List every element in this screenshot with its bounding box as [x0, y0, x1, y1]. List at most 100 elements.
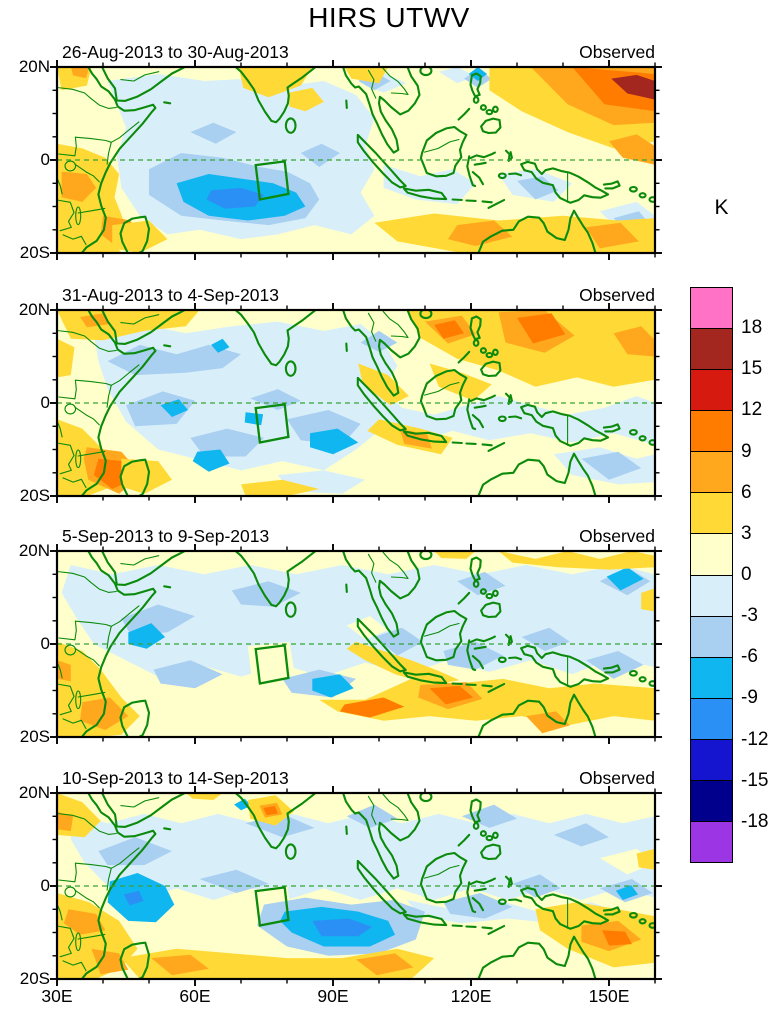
anomaly-contour-fill — [231, 581, 301, 607]
coastline — [469, 877, 496, 886]
coastline — [477, 209, 597, 253]
border-line — [77, 450, 106, 457]
anomaly-contour-fill — [602, 930, 632, 946]
panel-2-source-label: Observed — [579, 285, 655, 305]
island-outline — [75, 690, 82, 710]
coastline — [473, 645, 487, 650]
border-line — [74, 620, 112, 649]
y-tick-label-0: 0 — [40, 634, 50, 653]
colorbar-level-18: 18 — [741, 317, 763, 339]
coastline — [457, 591, 471, 605]
island-outline — [472, 339, 480, 347]
border-line — [57, 925, 75, 958]
anomaly-contour-fill — [606, 567, 644, 591]
anomaly-contour-fill — [636, 848, 655, 870]
anomaly-contour-fill — [153, 660, 223, 689]
y-tick-label-0: 0 — [40, 393, 50, 412]
island-outline — [472, 822, 480, 830]
anomaly-contour-fill — [250, 389, 301, 410]
anomaly-contour-fill — [263, 806, 278, 816]
coastline — [520, 886, 610, 930]
anomaly-contour-fill — [190, 122, 237, 144]
border-line — [74, 647, 100, 667]
coastline — [80, 551, 157, 737]
anomaly-contour-fill — [434, 551, 476, 559]
coastline — [602, 664, 621, 674]
border-line — [110, 364, 140, 386]
coastline — [508, 172, 523, 177]
anomaly-contour-fill — [586, 651, 644, 679]
anomaly-contour-fill — [611, 74, 655, 100]
border-line — [58, 379, 77, 400]
anomaly-contour-fill — [192, 449, 230, 472]
coastline — [602, 423, 621, 433]
x-tick-label-150E: 150E — [588, 986, 630, 1006]
coastline — [345, 583, 348, 593]
island-outline — [485, 351, 494, 359]
island-outline — [419, 551, 433, 561]
coastline — [402, 430, 448, 444]
island-outline — [64, 886, 77, 898]
colorbar-level--18: -18 — [741, 810, 769, 832]
coastline — [520, 403, 610, 447]
coastline — [480, 843, 502, 861]
border-line — [390, 92, 409, 95]
coastline — [80, 310, 157, 496]
study-region-box — [254, 886, 290, 927]
coastline — [473, 887, 487, 892]
island-outline — [485, 108, 494, 116]
island-outline — [64, 403, 77, 415]
border-line — [77, 691, 106, 698]
coastline — [480, 601, 502, 619]
colorbar-segment — [691, 615, 732, 657]
island-outline — [497, 172, 507, 180]
border-line — [74, 163, 100, 183]
island-outline — [628, 911, 638, 919]
coastline — [466, 155, 477, 188]
coastline — [101, 551, 186, 586]
island-outline — [628, 185, 638, 193]
coastline — [504, 633, 513, 646]
border-line — [423, 381, 460, 396]
border-line — [120, 71, 160, 82]
island-outline — [492, 105, 499, 113]
border-line — [62, 718, 87, 730]
coastline — [356, 376, 407, 432]
anomaly-contour-fill — [356, 953, 414, 976]
panel-4-source-label: Observed — [579, 768, 655, 788]
anomaly-contour-fill — [517, 176, 559, 200]
coastline — [342, 793, 421, 880]
panel-2-date-range: 31-Aug-2013 to 4-Sep-2013 — [62, 285, 279, 305]
coastline — [473, 404, 487, 409]
anomaly-contour-fill — [121, 948, 435, 979]
study-region-box — [254, 160, 290, 201]
coastline — [163, 827, 172, 831]
colorbar-unit-label: K — [714, 196, 729, 219]
anomaly-contour-fill — [374, 213, 655, 253]
anomaly-contour-fill — [498, 551, 655, 570]
coastline — [234, 551, 317, 608]
border-line — [57, 199, 75, 232]
anomaly-contour-fill — [61, 171, 97, 202]
x-tick-label-120E: 120E — [450, 986, 492, 1006]
island-outline — [479, 830, 487, 837]
anomaly-contour-fill — [112, 220, 168, 253]
colorbar-segment — [691, 328, 732, 370]
border-line — [57, 812, 117, 835]
coastline — [80, 67, 157, 253]
y-tick-label-20S: 20S — [19, 486, 50, 505]
anomaly-contour-fill — [199, 869, 269, 893]
island-outline — [485, 834, 494, 842]
coastline — [419, 609, 468, 662]
coastline — [520, 644, 610, 688]
coastline — [345, 825, 348, 835]
island-outline — [638, 918, 647, 925]
border-line — [62, 960, 87, 972]
anomaly-contour-fill — [641, 588, 655, 612]
anomaly-contour-fill — [310, 428, 359, 455]
coastline — [119, 941, 151, 979]
y-tick-label-0: 0 — [40, 150, 50, 169]
coastline — [508, 415, 523, 420]
coastline — [451, 441, 463, 445]
anomaly-contour-fill — [70, 67, 90, 79]
